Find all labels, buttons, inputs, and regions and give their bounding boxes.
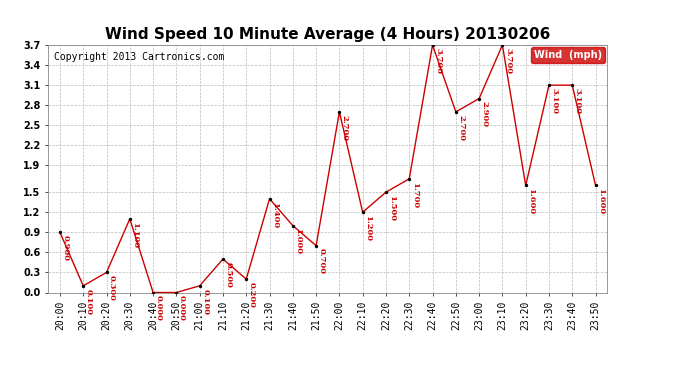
Text: 1.600: 1.600 — [597, 188, 605, 214]
Title: Wind Speed 10 Minute Average (4 Hours) 20130206: Wind Speed 10 Minute Average (4 Hours) 2… — [105, 27, 551, 42]
Point — [334, 109, 345, 115]
Text: 0.000: 0.000 — [178, 295, 186, 321]
Point — [241, 276, 252, 282]
Text: 3.100: 3.100 — [551, 88, 558, 114]
Point — [451, 109, 462, 115]
Point — [566, 82, 578, 88]
Point — [544, 82, 555, 88]
Point — [78, 283, 89, 289]
Text: 0.900: 0.900 — [61, 235, 70, 261]
Text: 1.400: 1.400 — [271, 202, 279, 228]
Text: 1.700: 1.700 — [411, 182, 419, 208]
Text: 1.500: 1.500 — [388, 195, 395, 221]
Text: 3.700: 3.700 — [434, 48, 442, 74]
Text: 3.100: 3.100 — [574, 88, 582, 114]
Text: 1.100: 1.100 — [131, 222, 139, 248]
Point — [171, 290, 182, 296]
Point — [590, 183, 601, 189]
Point — [217, 256, 228, 262]
Text: 0.100: 0.100 — [201, 289, 209, 315]
Text: 3.700: 3.700 — [504, 48, 512, 74]
Point — [55, 229, 66, 235]
Text: 0.200: 0.200 — [248, 282, 256, 308]
Text: 1.200: 1.200 — [364, 215, 372, 241]
Text: 0.100: 0.100 — [85, 289, 92, 315]
Text: 0.700: 0.700 — [317, 249, 326, 274]
Text: 0.000: 0.000 — [155, 295, 163, 321]
Text: 2.900: 2.900 — [481, 101, 489, 127]
Point — [404, 176, 415, 182]
Point — [264, 196, 275, 202]
Point — [148, 290, 159, 296]
Point — [473, 96, 484, 102]
Text: 2.700: 2.700 — [457, 115, 465, 141]
Point — [101, 269, 112, 275]
Point — [427, 42, 438, 48]
Point — [357, 209, 368, 215]
Text: 2.700: 2.700 — [341, 115, 349, 141]
Text: 0.300: 0.300 — [108, 275, 116, 301]
Point — [124, 216, 135, 222]
Text: 1.600: 1.600 — [527, 188, 535, 214]
Text: 0.500: 0.500 — [224, 262, 233, 288]
Point — [380, 189, 391, 195]
Text: Copyright 2013 Cartronics.com: Copyright 2013 Cartronics.com — [54, 53, 224, 62]
Text: 1.000: 1.000 — [295, 228, 302, 254]
Point — [194, 283, 205, 289]
Legend: Wind  (mph): Wind (mph) — [531, 47, 605, 63]
Point — [520, 183, 531, 189]
Point — [310, 243, 322, 249]
Point — [287, 223, 298, 229]
Point — [497, 42, 508, 48]
